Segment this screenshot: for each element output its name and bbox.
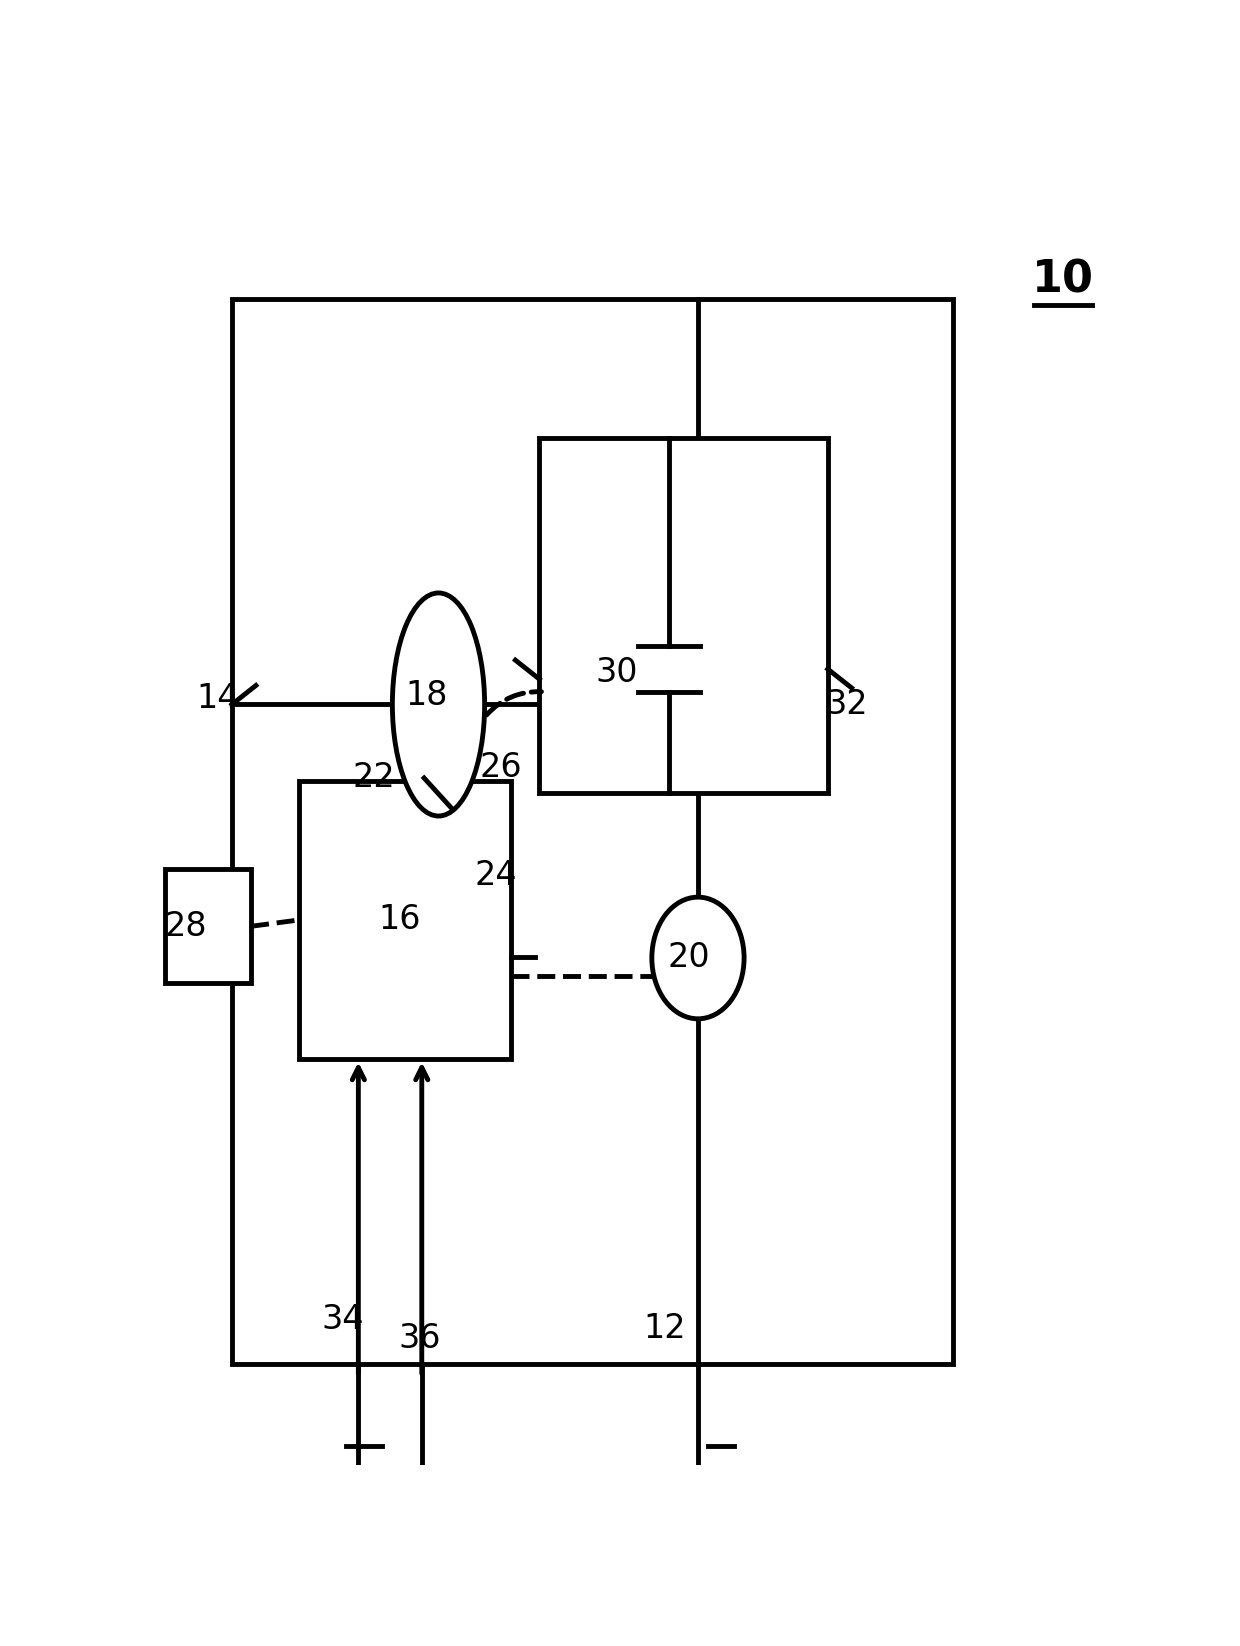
Text: 12: 12	[644, 1312, 686, 1345]
Text: 18: 18	[405, 680, 448, 713]
Bar	[165, 869, 250, 983]
Text: 28: 28	[165, 910, 207, 943]
Text: 36: 36	[398, 1322, 440, 1355]
Text: 26: 26	[480, 751, 522, 785]
Ellipse shape	[392, 593, 485, 816]
Bar	[232, 300, 952, 1363]
Text: 20: 20	[667, 942, 709, 974]
Text: 22: 22	[352, 762, 396, 795]
Text: 30: 30	[595, 657, 637, 690]
Text: 10: 10	[1032, 258, 1094, 301]
Text: 32: 32	[826, 688, 868, 721]
Text: 34: 34	[321, 1302, 363, 1335]
Bar	[299, 780, 511, 1060]
Text: 24: 24	[475, 859, 517, 892]
Bar	[539, 438, 828, 793]
Text: 14: 14	[196, 681, 239, 714]
Text: 16: 16	[378, 904, 422, 937]
Circle shape	[652, 897, 744, 1019]
